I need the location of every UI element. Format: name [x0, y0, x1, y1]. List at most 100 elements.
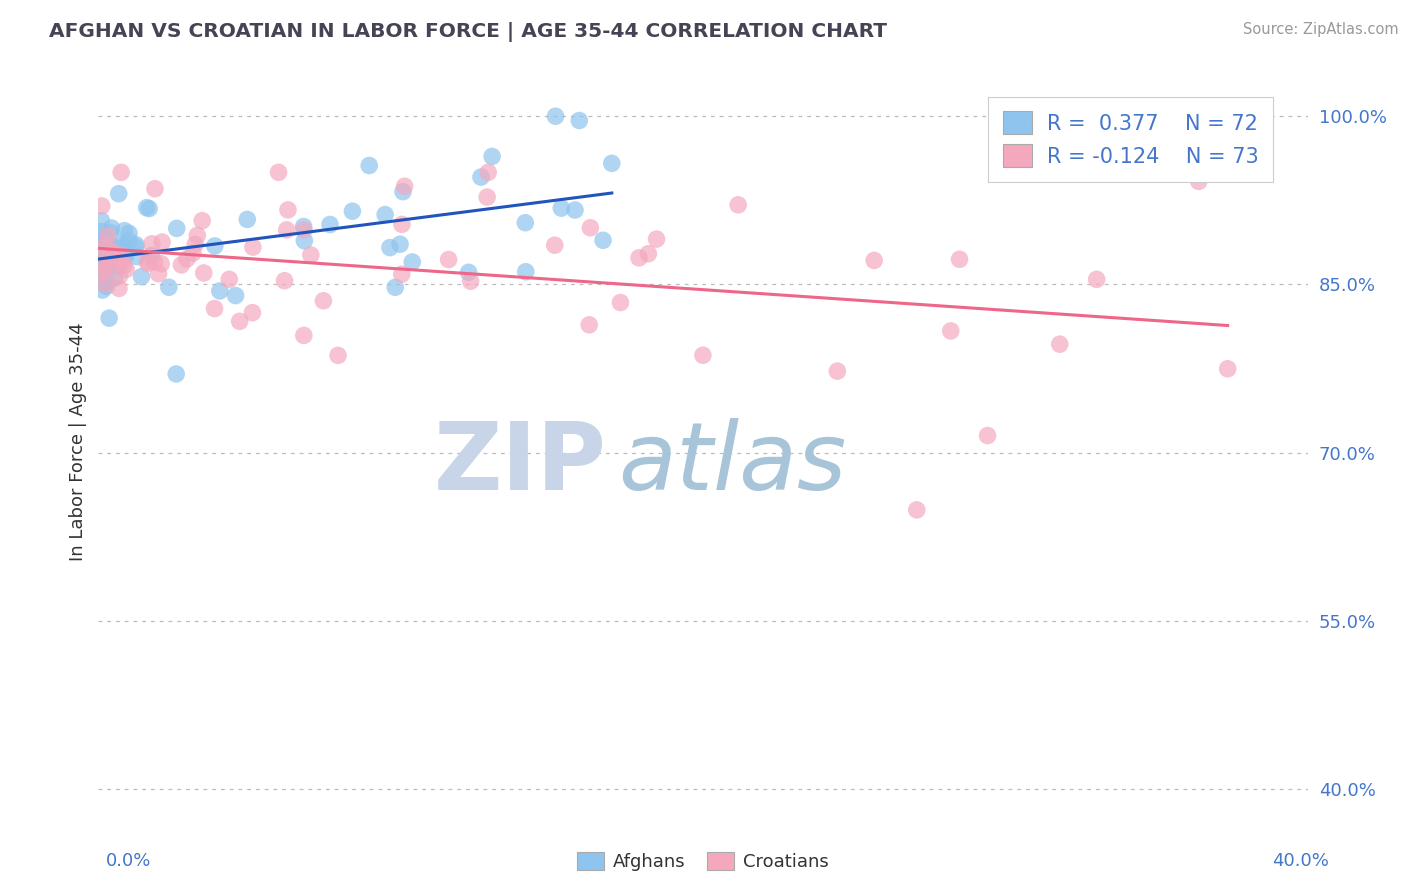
Point [90, 250, 112, 264]
Point [96, 275, 118, 289]
Point [96, 235, 118, 250]
Legend: R =  0.377    N = 72, R = -0.124    N = 73: R = 0.377 N = 72, R = -0.124 N = 73 [988, 96, 1272, 182]
Point [905, 503, 928, 517]
Point [107, 243, 129, 257]
Text: AFGHAN VS CROATIAN IN LABOR FORCE | AGE 35-44 CORRELATION CHART: AFGHAN VS CROATIAN IN LABOR FORCE | AGE … [49, 22, 887, 42]
Point [470, 170, 492, 185]
Point [1188, 174, 1211, 188]
Point [627, 251, 650, 265]
Point [208, 284, 231, 298]
Point [112, 240, 135, 254]
Point [90, 244, 112, 259]
Legend: Afghans, Croatians: Afghans, Croatians [569, 845, 837, 879]
Point [118, 234, 141, 248]
Point [273, 274, 295, 288]
Point [481, 149, 503, 163]
Point [108, 268, 131, 283]
Point [392, 185, 415, 199]
Point [218, 272, 240, 286]
Point [359, 159, 381, 173]
Point [141, 248, 163, 262]
Point [118, 227, 141, 241]
Point [91, 283, 114, 297]
Point [299, 248, 322, 262]
Point [101, 243, 124, 257]
Point [579, 220, 602, 235]
Text: atlas: atlas [619, 418, 846, 509]
Point [143, 182, 166, 196]
Point [115, 262, 138, 277]
Point [111, 249, 134, 263]
Point [93, 239, 115, 253]
Point [111, 252, 134, 266]
Point [131, 269, 153, 284]
Point [242, 306, 264, 320]
Point [267, 165, 290, 179]
Point [394, 179, 416, 194]
Point [228, 314, 250, 328]
Point [378, 241, 401, 255]
Point [91, 230, 114, 244]
Y-axis label: In Labor Force | Age 35-44: In Labor Force | Age 35-44 [69, 322, 87, 561]
Text: 0.0%: 0.0% [105, 852, 150, 870]
Point [1216, 361, 1239, 376]
Point [384, 280, 406, 294]
Point [292, 219, 315, 234]
Point [578, 318, 600, 332]
Point [105, 241, 128, 255]
Point [91, 266, 114, 280]
Point [692, 348, 714, 362]
Point [236, 212, 259, 227]
Point [96, 279, 118, 293]
Point [108, 252, 131, 266]
Point [637, 246, 659, 260]
Point [96, 261, 118, 276]
Point [948, 252, 970, 267]
Point [90, 225, 112, 239]
Point [98, 257, 121, 271]
Point [225, 288, 247, 302]
Point [150, 235, 173, 249]
Point [141, 236, 163, 251]
Point [98, 251, 121, 265]
Point [110, 238, 132, 252]
Point [312, 293, 335, 308]
Point [90, 213, 112, 227]
Point [827, 364, 849, 378]
Point [191, 213, 214, 227]
Point [107, 186, 129, 201]
Point [727, 198, 749, 212]
Point [157, 280, 180, 294]
Point [242, 240, 264, 254]
Text: 40.0%: 40.0% [1272, 852, 1329, 870]
Point [138, 202, 160, 216]
Point [292, 223, 315, 237]
Point [148, 267, 170, 281]
Point [100, 221, 122, 235]
Point [136, 254, 159, 268]
Point [93, 252, 115, 266]
Text: ZIP: ZIP [433, 417, 606, 509]
Point [550, 201, 572, 215]
Point [114, 224, 136, 238]
Point [91, 276, 114, 290]
Point [165, 367, 187, 381]
Point [97, 228, 120, 243]
Point [90, 233, 112, 247]
Point [460, 274, 482, 288]
Point [193, 266, 215, 280]
Point [90, 199, 112, 213]
Point [110, 165, 132, 179]
Point [98, 311, 121, 326]
Point [90, 262, 112, 277]
Point [976, 428, 998, 442]
Point [326, 348, 349, 362]
Point [112, 259, 135, 273]
Point [515, 216, 537, 230]
Point [401, 255, 423, 269]
Point [276, 223, 298, 237]
Point [184, 237, 207, 252]
Point [564, 202, 586, 217]
Point [457, 265, 479, 279]
Point [292, 328, 315, 343]
